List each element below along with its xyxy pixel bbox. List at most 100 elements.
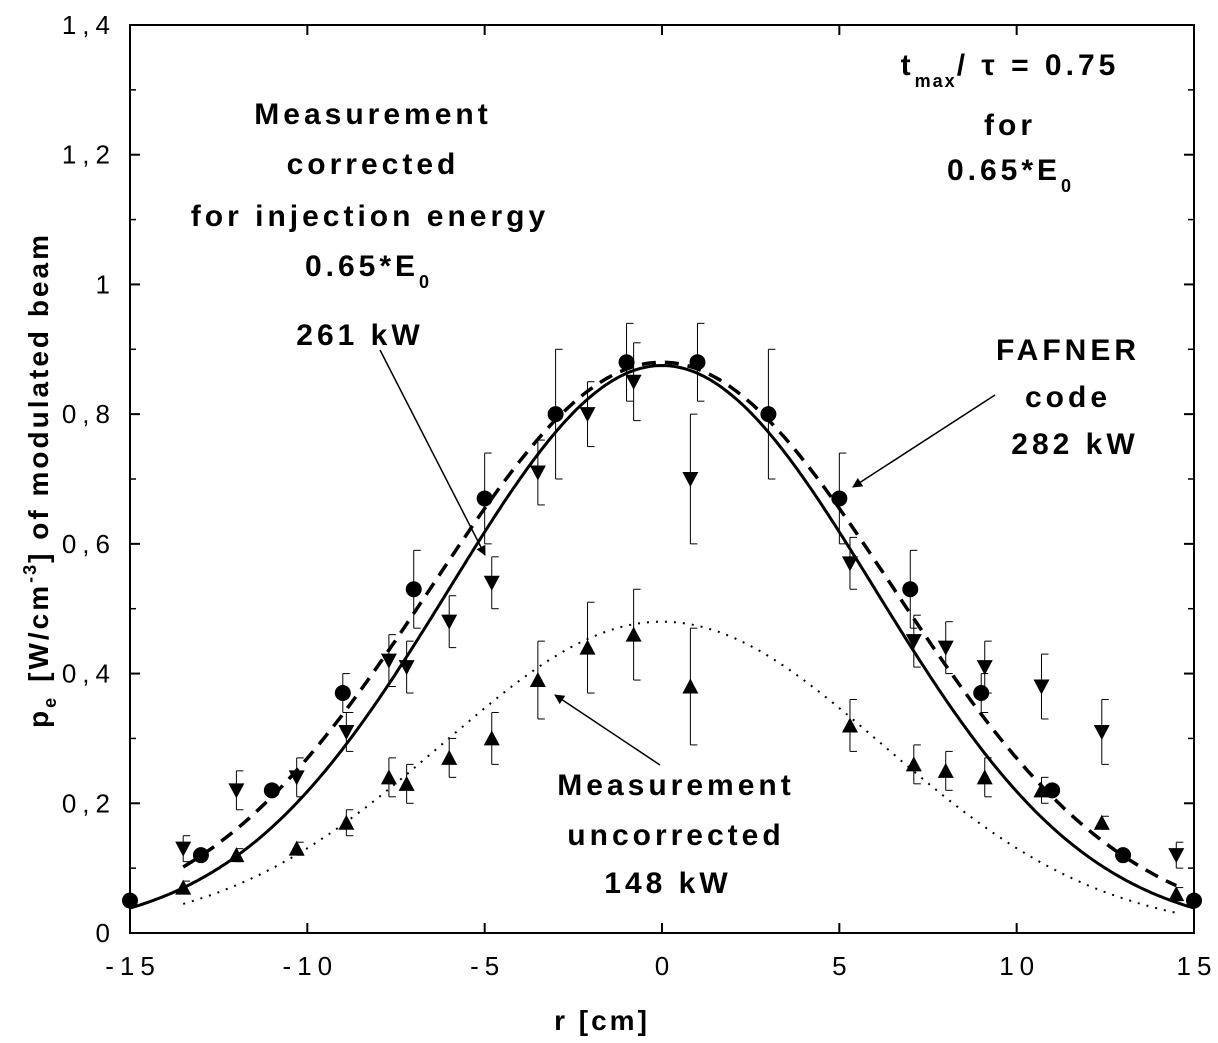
annotation-corrected-4: 0.65*E0: [305, 250, 431, 292]
annotation-corrected-3: for injection energy: [191, 200, 549, 233]
data-point-triangle-up: [937, 762, 954, 778]
curve-solid: [129, 363, 1195, 910]
data-point-triangle-down: [682, 472, 699, 487]
annotation-corrected-4-sub: 0: [419, 272, 431, 292]
data-point-triangle-down: [579, 407, 596, 423]
data-point-circle: [689, 354, 706, 371]
arrow-uncorrected: [554, 694, 661, 766]
data-point-circle: [1115, 847, 1132, 864]
data-point-triangle-up: [976, 769, 993, 785]
data-point-circle: [973, 685, 990, 702]
data-point-circle: [263, 782, 280, 799]
data-point-triangle-down: [483, 575, 500, 591]
data-point-triangle-down: [529, 465, 546, 481]
data-point-circle: [122, 892, 138, 909]
data-point-triangle-up: [398, 775, 415, 791]
y-axis-title-unit-b: ] of modulated beam: [23, 232, 54, 563]
annotation-uncorrected-3: 148 kW: [604, 867, 731, 900]
annotation-uncorrected-1: Measurement: [557, 769, 794, 802]
y-tick-label: 0,2: [62, 788, 116, 818]
curve-dashed: [182, 360, 1178, 888]
annotation-corrected-4-main: 0.65*E: [305, 250, 419, 283]
data-point-triangle-up: [380, 769, 397, 785]
y-tick-label: 1: [96, 269, 116, 299]
y-axis-title-p: p: [23, 708, 54, 728]
y-axis-title-p-sub: e: [40, 696, 60, 708]
annotation-energy-tr: 0.65*E0: [947, 154, 1073, 196]
y-tick-label: 0,8: [62, 399, 116, 429]
data-point-triangle-up: [841, 717, 858, 733]
data-point-triangle-down: [905, 634, 922, 650]
x-axis-title: r [cm]: [554, 1005, 650, 1036]
data-point-triangle-up: [228, 847, 245, 863]
data-point-circle: [405, 581, 422, 598]
data-points: [122, 354, 1202, 909]
data-point-triangle-down: [288, 770, 305, 786]
data-point-triangle-up: [483, 730, 500, 746]
annotation-energy-tr-sub: 0: [1061, 176, 1073, 196]
y-axis-title: pe [W/cm-3] of modulated beam: [20, 232, 60, 728]
data-point-circle: [831, 490, 848, 507]
annotation-fafner-1: FAFNER: [996, 334, 1140, 367]
annotation-corrected-1: Measurement: [254, 98, 491, 131]
data-point-triangle-up: [905, 756, 922, 772]
data-point-triangle-down: [625, 374, 642, 390]
y-axis-ticks: 0 0,2 0,4 0,6 0,8 1 1,2 1,4: [62, 10, 1194, 948]
y-axis-title-unit-a: [W/cm: [23, 583, 54, 682]
fit-curves: [129, 360, 1195, 914]
data-point-triangle-down: [937, 640, 954, 656]
data-point-triangle-down: [228, 783, 245, 799]
annotation-tmax-t: t: [901, 49, 915, 82]
annotation-energy-tr-main: 0.65*E: [947, 154, 1061, 187]
y-tick-label: 1,2: [62, 140, 116, 170]
data-point-circle: [760, 406, 777, 423]
data-point-triangle-up: [288, 840, 305, 856]
y-tick-label: 0,4: [62, 659, 116, 689]
data-point-triangle-down: [441, 614, 458, 630]
data-point-triangle-down: [976, 660, 993, 676]
annotation-uncorrected-2: uncorrected: [567, 819, 784, 852]
data-point-triangle-up: [338, 814, 355, 830]
y-tick-label: 0: [96, 918, 116, 948]
data-point-circle: [192, 847, 209, 864]
annotation-corrected-2: corrected: [287, 148, 460, 181]
x-tick-label: -10: [283, 951, 339, 981]
data-point-triangle-up: [579, 639, 596, 655]
data-point-triangle-up: [175, 879, 192, 895]
data-point-triangle-down: [338, 724, 355, 740]
data-point-triangle-down: [841, 556, 858, 572]
annotation-for: for: [984, 109, 1036, 142]
x-tick-label: 10: [999, 951, 1040, 981]
x-tick-label: -5: [470, 951, 505, 981]
annotation-fafner-3: 282 kW: [1011, 428, 1138, 461]
data-point-circle: [334, 685, 351, 702]
annotation-fafner-2: code: [1025, 381, 1111, 414]
data-point-triangle-down: [1168, 848, 1185, 864]
annotation-tmax-sub: max: [915, 71, 957, 91]
data-point-triangle-down: [380, 653, 397, 669]
x-tick-label: 15: [1177, 951, 1218, 981]
y-axis-title-unit-sup: -3: [20, 563, 40, 583]
annotation-tmax: tmax/ τ = 0.75: [901, 49, 1120, 91]
data-point-circle: [618, 354, 635, 371]
y-tick-label: 1,4: [62, 10, 116, 40]
annotation-tmax-rest: / τ = 0.75: [957, 49, 1120, 82]
data-point-circle: [1044, 782, 1061, 799]
data-point-triangle-up: [529, 672, 546, 688]
x-axis-ticks: -15 -10 -5 0 5 10 15: [105, 25, 1218, 981]
data-point-triangle-down: [175, 841, 192, 857]
data-point-triangle-down: [1093, 724, 1110, 740]
data-point-circle: [902, 581, 919, 598]
data-point-triangle-up: [1168, 886, 1185, 902]
data-point-triangle-up: [682, 678, 699, 694]
data-point-triangle-up: [625, 626, 642, 642]
y-tick-label: 0,6: [62, 529, 116, 559]
x-tick-label: 5: [832, 951, 852, 981]
data-point-circle: [1186, 892, 1202, 909]
data-point-triangle-down: [1033, 679, 1050, 695]
data-point-triangle-up: [441, 749, 458, 765]
data-point-circle: [476, 490, 493, 507]
data-point-circle: [547, 406, 564, 423]
x-tick-label: 0: [655, 951, 675, 981]
